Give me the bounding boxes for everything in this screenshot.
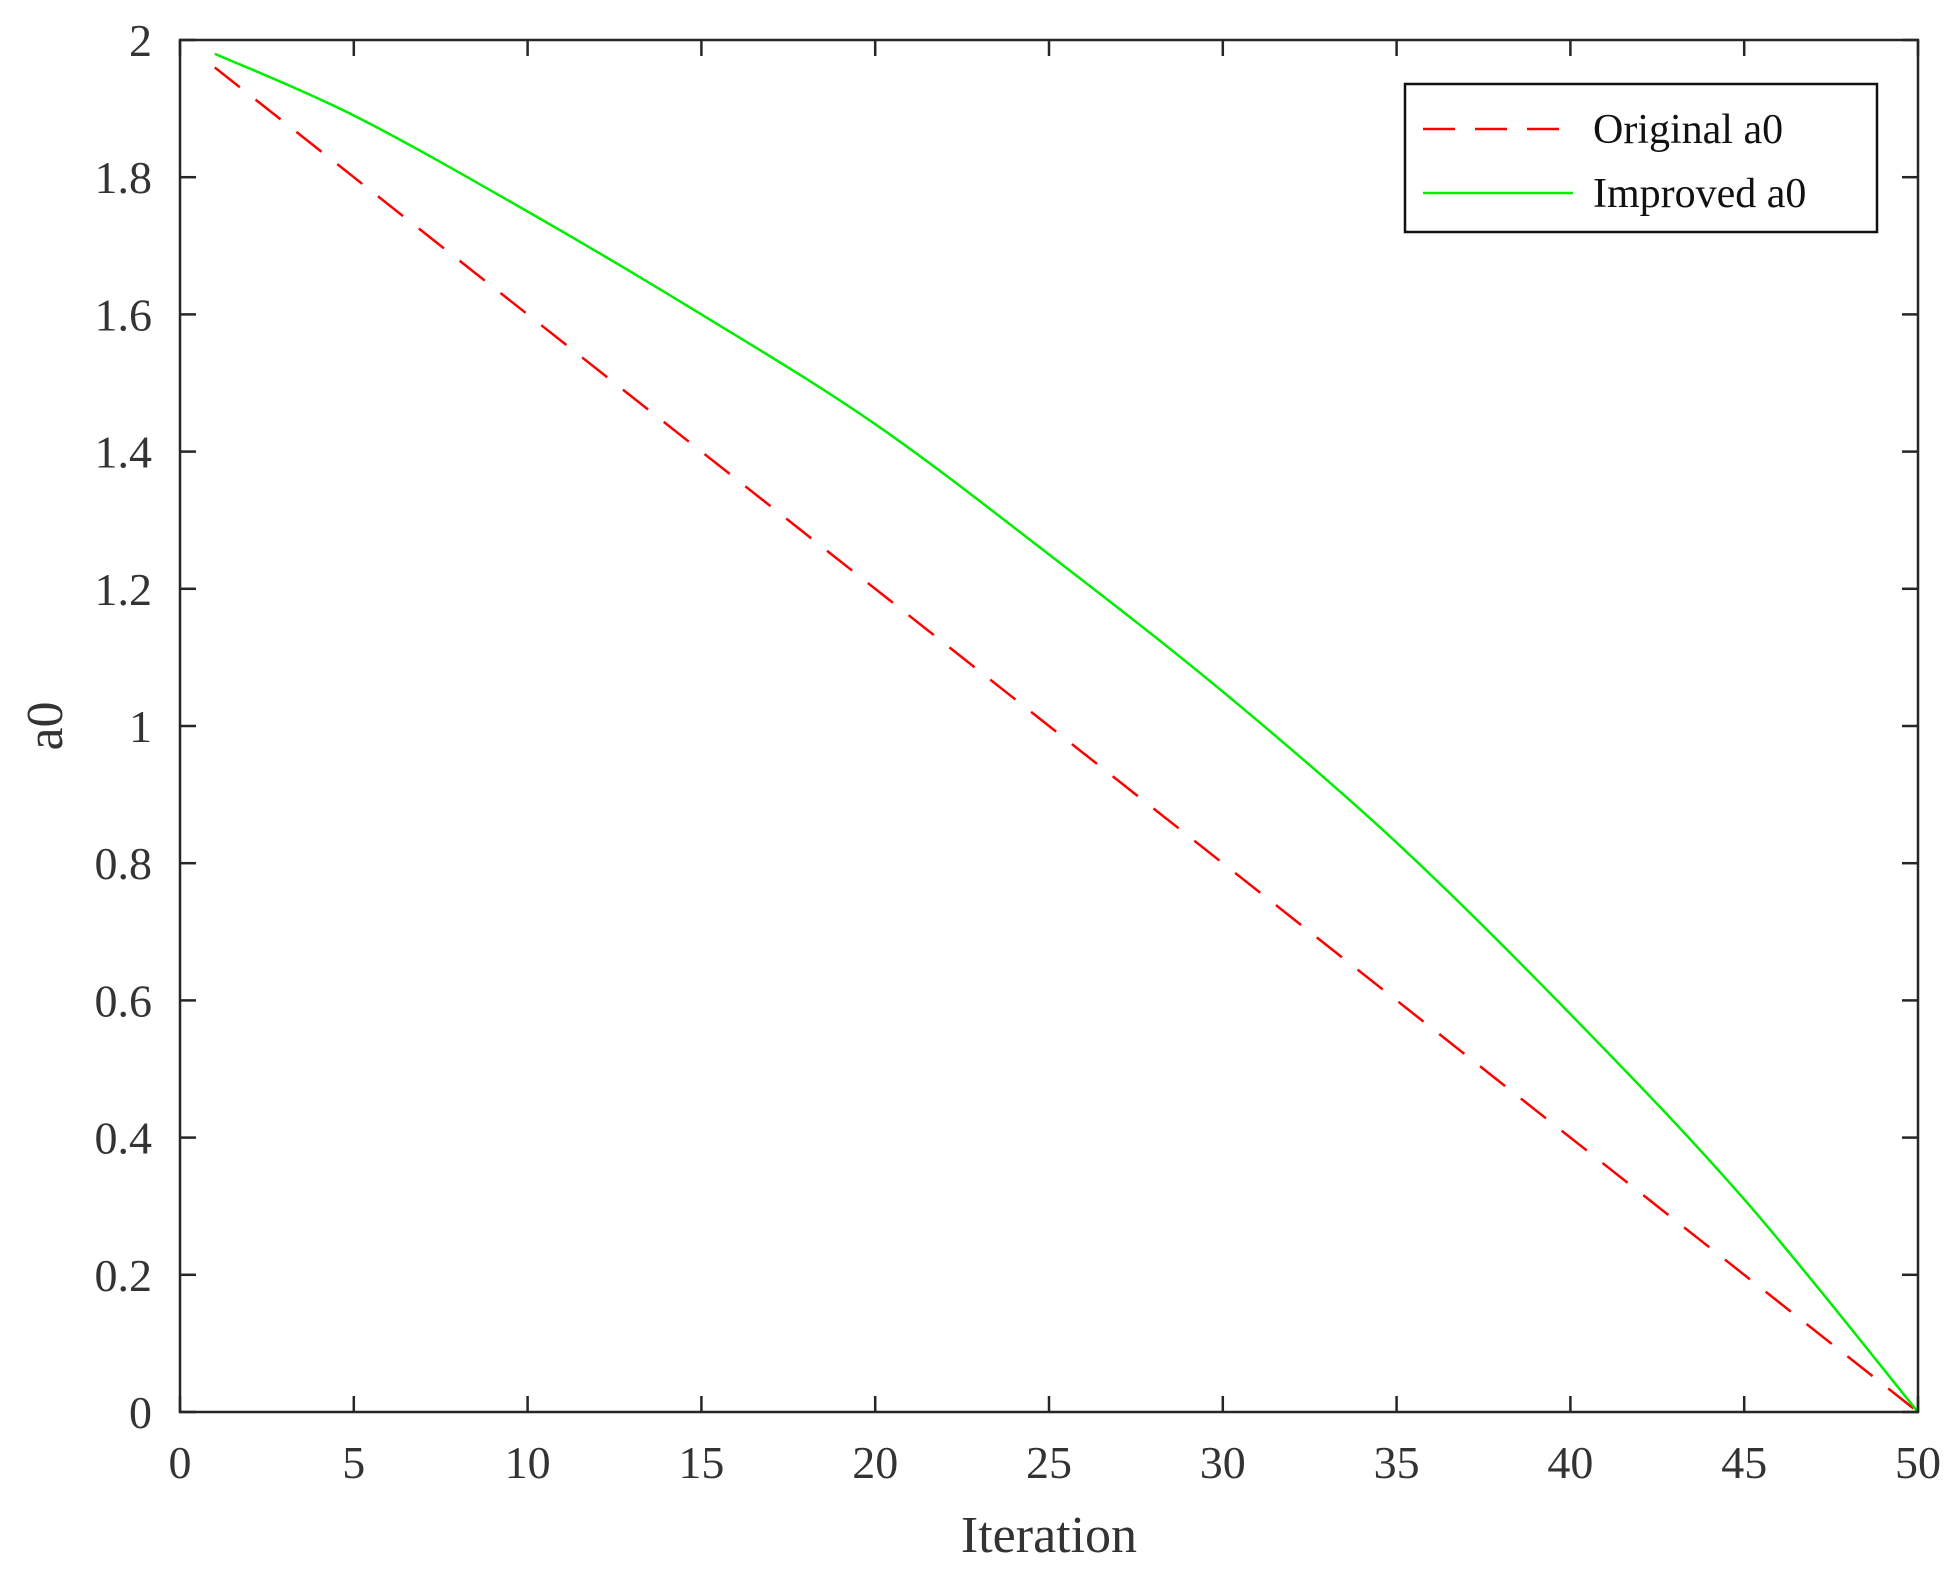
y-tick-label: 1.4 xyxy=(95,427,153,478)
y-tick-label: 1.6 xyxy=(95,289,153,340)
y-tick-label: 0.6 xyxy=(95,975,153,1026)
y-tick-label: 1 xyxy=(129,701,152,752)
legend-label: Improved a0 xyxy=(1593,171,1806,217)
y-tick-label: 0.8 xyxy=(95,838,153,889)
y-tick-label: 1.8 xyxy=(95,152,153,203)
legend: Original a0 Improved a0 xyxy=(1403,82,1879,234)
y-axis-title: a0 xyxy=(17,701,74,750)
y-tick-label: 1.2 xyxy=(95,564,153,615)
x-tick-label: 40 xyxy=(1547,1437,1593,1488)
x-axis-title: Iteration xyxy=(961,1507,1137,1564)
y-tick-label: 0.2 xyxy=(95,1250,153,1301)
x-tick-label: 15 xyxy=(678,1437,724,1488)
x-tick-label: 30 xyxy=(1200,1437,1246,1488)
x-tick-label: 10 xyxy=(505,1437,551,1488)
x-tick-label: 0 xyxy=(169,1437,192,1488)
legend-box xyxy=(1403,82,1879,234)
x-tick-label: 5 xyxy=(342,1437,365,1488)
y-tick-label: 0 xyxy=(129,1387,152,1438)
series-line-improved-a0 xyxy=(214,52,1919,1413)
plot-lines xyxy=(213,52,1919,1413)
x-tick-label: 45 xyxy=(1721,1437,1767,1488)
series-line-original-a0 xyxy=(213,66,1919,1413)
x-tick-label: 25 xyxy=(1026,1437,1072,1488)
x-tick-label: 50 xyxy=(1895,1437,1941,1488)
legend-label: Original a0 xyxy=(1593,107,1783,153)
y-tick-label: 0.4 xyxy=(95,1113,153,1164)
y-axis: 0 0.2 0.4 0.6 0.8 1 1.2 1.4 1.6 1.8 2 xyxy=(95,15,1918,1438)
x-tick-label: 35 xyxy=(1374,1437,1420,1488)
x-axis: 0 5 10 15 20 25 30 35 40 45 50 xyxy=(169,40,1941,1488)
y-tick-label: 2 xyxy=(129,15,152,66)
x-tick-label: 20 xyxy=(852,1437,898,1488)
